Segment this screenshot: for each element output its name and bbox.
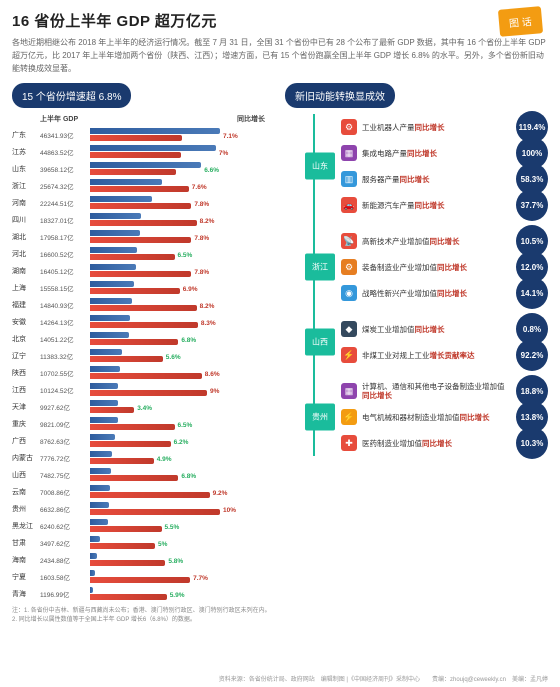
group-label: 浙江 xyxy=(305,254,335,281)
timeline-item: ▦集成电路产量同比增长100% xyxy=(341,140,548,166)
group-label: 山西 xyxy=(305,329,335,356)
chart-row: 云南7008.86亿9.2% xyxy=(12,483,275,500)
right-section-title: 新旧动能转换显成效 xyxy=(285,83,395,108)
bar-chart: 广东46341.93亿7.1%江苏44863.52亿7%山东39658.12亿6… xyxy=(12,126,275,602)
item-icon: ▥ xyxy=(341,171,357,187)
chart-header: 上半年 GDP 同比增长 xyxy=(12,114,275,124)
chart-row: 广西8762.63亿6.2% xyxy=(12,432,275,449)
percent-bubble: 92.2% xyxy=(516,339,548,371)
item-icon: ▦ xyxy=(341,383,357,399)
corner-tag: 图 话 xyxy=(498,6,543,37)
item-icon: ⚡ xyxy=(341,409,357,425)
footer-credits: 资料来源：各省份统计局、政府网站 编辑制图 |《中国经济周刊》采制中心 责编：z… xyxy=(219,674,548,683)
timeline-item: ⚡ 非煤工业对规上工业增长贡献率达 92.2% xyxy=(341,342,548,368)
chart-row: 上海15558.15亿6.9% xyxy=(12,279,275,296)
chart-row: 青海1196.99亿5.9% xyxy=(12,585,275,602)
chart-row: 江苏44863.52亿7% xyxy=(12,143,275,160)
item-text: 服务器产量同比增长 xyxy=(362,175,511,184)
item-icon: 📡 xyxy=(341,233,357,249)
timeline-item: ◆煤炭工业增加值同比增长0.8% xyxy=(341,316,548,342)
item-icon: ⚙ xyxy=(341,119,357,135)
chart-row: 山西7482.75亿6.8% xyxy=(12,466,275,483)
chart-row: 内蒙古7776.72亿4.9% xyxy=(12,449,275,466)
timeline-group: 山东⚙工业机器人产量同比增长119.4%▦集成电路产量同比增长100%▥服务器产… xyxy=(293,114,548,218)
percent-bubble: 10.3% xyxy=(516,427,548,459)
chart-row: 北京14051.22亿6.8% xyxy=(12,330,275,347)
item-text: 集成电路产量同比增长 xyxy=(362,149,511,158)
item-text: 工业机器人产量同比增长 xyxy=(362,123,511,132)
item-text: 电气机械和器材制造业增加值同比增长 xyxy=(362,413,511,422)
timeline-group: 浙江📡高新技术产业增加值同比增长10.5%⚙装备制造业产业增加值同比增长12.0… xyxy=(293,228,548,306)
chart-row: 福建14840.93亿8.2% xyxy=(12,296,275,313)
percent-bubble: 37.7% xyxy=(516,189,548,221)
item-text: 战略性新兴产业增加值同比增长 xyxy=(362,289,511,298)
chart-row: 黑龙江6240.62亿5.5% xyxy=(12,517,275,534)
page-title: 16 省份上半年 GDP 超万亿元 xyxy=(12,10,548,31)
timeline-item: ▦计算机、通信和其他电子设备制造业增加值同比增长18.8% xyxy=(341,378,548,404)
item-icon: ▦ xyxy=(341,145,357,161)
chart-row: 陕西10702.55亿8.6% xyxy=(12,364,275,381)
chart-row: 江西10124.52亿9% xyxy=(12,381,275,398)
item-icon: ⚡ xyxy=(341,347,357,363)
intro-text: 各地近期相继公布 2018 年上半年的经济运行情况。截至 7 月 31 日，全国… xyxy=(0,37,560,83)
chart-row: 浙江25674.32亿7.6% xyxy=(12,177,275,194)
chart-row: 天津9927.62亿3.4% xyxy=(12,398,275,415)
timeline-item: ⚡电气机械和器材制造业增加值同比增长13.8% xyxy=(341,404,548,430)
item-icon: ◉ xyxy=(341,285,357,301)
item-icon: ⚙ xyxy=(341,259,357,275)
chart-row: 河北16600.52亿6.5% xyxy=(12,245,275,262)
item-text: 非煤工业对规上工业增长贡献率达 xyxy=(362,351,511,360)
chart-notes: 注：1. 各省份中吉林、新疆与西藏尚未公布；香港、澳门特别行政区、澳门特别行政区… xyxy=(12,607,275,625)
chart-row: 河南22244.51亿7.8% xyxy=(12,194,275,211)
item-icon: 🚗 xyxy=(341,197,357,213)
right-column: 新旧动能转换显成效 山东⚙工业机器人产量同比增长119.4%▦集成电路产量同比增… xyxy=(285,83,548,625)
timeline: 山东⚙工业机器人产量同比增长119.4%▦集成电路产量同比增长100%▥服务器产… xyxy=(285,114,548,456)
timeline-group: 山西◆煤炭工业增加值同比增长0.8%⚡非煤工业对规上工业增长贡献率达92.2% xyxy=(293,316,548,368)
timeline-item: ✚ 医药制造业增加值同比增长 10.3% xyxy=(341,430,548,456)
chart-row: 宁夏1603.58亿7.7% xyxy=(12,568,275,585)
item-icon: ✚ xyxy=(341,435,357,451)
chart-row: 湖北17958.17亿7.8% xyxy=(12,228,275,245)
timeline-item: ▥服务器产量同比增长58.3% xyxy=(341,166,548,192)
group-label: 贵州 xyxy=(305,404,335,431)
chart-row: 安徽14264.13亿8.3% xyxy=(12,313,275,330)
item-text: 新能源汽车产量同比增长 xyxy=(362,201,511,210)
chart-row: 辽宁11383.32亿5.6% xyxy=(12,347,275,364)
timeline-item: 📡高新技术产业增加值同比增长10.5% xyxy=(341,228,548,254)
item-text: 高新技术产业增加值同比增长 xyxy=(362,237,511,246)
group-label: 山东 xyxy=(305,153,335,180)
timeline-item: ⚙装备制造业产业增加值同比增长12.0% xyxy=(341,254,548,280)
chart-row: 重庆9821.09亿6.5% xyxy=(12,415,275,432)
chart-row: 山东39658.12亿6.6% xyxy=(12,160,275,177)
timeline-group: 贵州▦计算机、通信和其他电子设备制造业增加值同比增长18.8%⚡电气机械和器材制… xyxy=(293,378,548,456)
timeline-item: ⚙工业机器人产量同比增长119.4% xyxy=(341,114,548,140)
chart-row: 四川18327.01亿8.2% xyxy=(12,211,275,228)
item-icon: ◆ xyxy=(341,321,357,337)
item-text: 计算机、通信和其他电子设备制造业增加值同比增长 xyxy=(362,382,511,400)
chart-row: 湖南16405.12亿7.8% xyxy=(12,262,275,279)
chart-row: 贵州6632.86亿10% xyxy=(12,500,275,517)
item-text: 医药制造业增加值同比增长 xyxy=(362,439,511,448)
left-column: 15 个省份增速超 6.8% 上半年 GDP 同比增长 广东46341.93亿7… xyxy=(12,83,275,625)
percent-bubble: 14.1% xyxy=(516,277,548,309)
item-text: 装备制造业产业增加值同比增长 xyxy=(362,263,511,272)
chart-row: 广东46341.93亿7.1% xyxy=(12,126,275,143)
chart-row: 海南2434.88亿5.8% xyxy=(12,551,275,568)
item-text: 煤炭工业增加值同比增长 xyxy=(362,325,511,334)
timeline-item: 🚗 新能源汽车产量同比增长 37.7% xyxy=(341,192,548,218)
timeline-item: ◉ 战略性新兴产业增加值同比增长 14.1% xyxy=(341,280,548,306)
chart-row: 甘肃3497.62亿5% xyxy=(12,534,275,551)
left-section-title: 15 个省份增速超 6.8% xyxy=(12,83,131,108)
